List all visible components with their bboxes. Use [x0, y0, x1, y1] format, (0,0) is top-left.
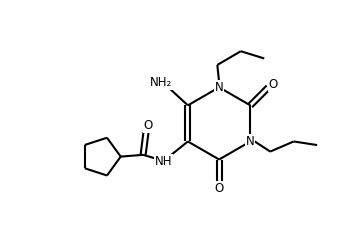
Text: NH: NH — [155, 155, 172, 168]
Text: N: N — [246, 135, 255, 148]
Text: O: O — [268, 78, 277, 91]
Text: N: N — [215, 81, 223, 94]
Text: NH₂: NH₂ — [150, 76, 172, 89]
Text: O: O — [143, 119, 153, 132]
Text: O: O — [214, 181, 224, 194]
